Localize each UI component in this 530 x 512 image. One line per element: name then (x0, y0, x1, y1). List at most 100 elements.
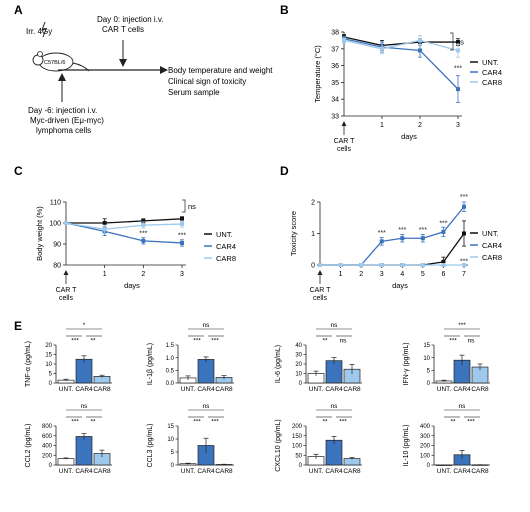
sig-label-right-e2: ns (340, 338, 348, 345)
sig-label-top-e5: ns (203, 403, 211, 410)
sig-label-top-e1: ns (203, 322, 211, 329)
y-tick-label-e4: 0 (49, 463, 53, 469)
car-t-cells-label-b: cells (337, 146, 352, 153)
x-tick-label-c: 3 (180, 271, 184, 278)
y-tick-label-e1: 1.0 (166, 356, 175, 362)
y-tick-label-e3: 15 (423, 343, 430, 349)
data-point-c (102, 227, 107, 232)
data-point-d (420, 236, 425, 241)
data-point-c (180, 216, 184, 221)
sig-label-right-e1: *** (211, 338, 219, 345)
x-axis-title-c: days (124, 281, 140, 290)
category-label-e3: CAR4 (453, 386, 471, 393)
y-axis-title-e2: IL-6 (pg/mL) (275, 345, 282, 383)
sig-label-right-e5: *** (211, 419, 219, 426)
category-label-e1: UNT. (181, 386, 196, 393)
y-tick-label-e7: 400 (420, 424, 431, 430)
bar-chart-e1: 0.0 0.5 1.0 1.5 IL-1β (pg/mL) UNT. CAR4 CAR8 ns *… (147, 322, 234, 393)
x-tick-label-d: 5 (421, 271, 425, 278)
category-label-e6: CAR4 (325, 468, 343, 475)
series-line-b-0 (343, 36, 458, 47)
legend-label-car4-c: CAR4 (216, 242, 236, 251)
y-tick-label-e5: 0 (171, 463, 175, 469)
car-t-arrowhead-b (341, 121, 347, 126)
y-tick-label-b: 33 (331, 114, 339, 121)
significance-label-b: *** (454, 66, 462, 73)
data-point-c (141, 238, 146, 243)
y-axis-title-c: Body weight (%) (35, 206, 44, 261)
y-axis-title-e5: CCL3 (pg/mL) (147, 424, 154, 468)
data-point-b (418, 48, 422, 53)
x-tick-label-d: 4 (400, 271, 404, 278)
car-t-cells-label-d: cells (313, 295, 328, 302)
y-tick-label-c: 80 (53, 263, 61, 270)
bar-e1-1 (197, 359, 215, 384)
data-point-d (462, 231, 466, 236)
category-label-e7: CAR8 (471, 468, 489, 475)
legend-label-unt-b: UNT. (482, 58, 499, 67)
legend-label-car8-c: CAR8 (216, 254, 236, 263)
legend-label-car8-d: CAR8 (482, 253, 502, 262)
category-label-e2: UNT. (309, 386, 324, 393)
car-t-label-b: CAR T (334, 138, 356, 145)
sig-label-top-e0: * (83, 322, 86, 329)
y-tick-label-d: 0 (311, 263, 315, 270)
y-tick-label-b: 34 (331, 97, 339, 104)
mouse-strain-label: C57BL/6 (44, 60, 65, 66)
bar-chart-e6: 0 50 100 150 200 CXCL10 (pg/mL) UNT. CAR4 CAR8 ns… (275, 403, 362, 475)
y-tick-label-e1: 0.0 (166, 381, 175, 387)
legend-panel-b: UNT. CAR4 CAR8 (470, 58, 502, 87)
significance-label-d: *** (378, 230, 386, 237)
data-point-b (418, 38, 422, 43)
sig-label-top-e7: ns (459, 403, 467, 410)
series-line-c-1 (65, 222, 183, 244)
x-tick-label-d: 7 (462, 271, 466, 278)
panel-letter-a: A (14, 3, 23, 17)
y-tick-label-e6: 0 (299, 463, 303, 469)
y-tick-label-e5: 10 (167, 437, 174, 443)
car-t-cells-label-c: cells (59, 295, 74, 302)
y-tick-label-e7: 100 (420, 453, 431, 459)
y-tick-label-e3: 10 (423, 356, 430, 362)
panel-letter-b: B (280, 3, 289, 17)
legend-label-unt-c: UNT. (216, 230, 233, 239)
readout-3: Serum sample (168, 88, 220, 97)
y-tick-label-e7: 0 (427, 463, 431, 469)
x-tick-label-c: 1 (103, 271, 107, 278)
bar-e2-1 (325, 360, 343, 384)
legend-label-car8-b: CAR8 (482, 78, 502, 87)
series-line-c-2 (65, 222, 183, 230)
y-tick-label-e6: 150 (292, 434, 303, 440)
data-point-c (180, 240, 184, 245)
y-tick-label-e1: 0.5 (166, 369, 175, 375)
significance-label-d: *** (460, 194, 468, 201)
sig-label-left-e5: *** (193, 419, 201, 426)
x-tick-label-d: 1 (339, 271, 343, 278)
data-point-d (420, 263, 425, 267)
sig-label-left-e3: *** (449, 338, 457, 345)
y-tick-label-b: 36 (331, 63, 339, 70)
y-tick-label-e3: 0 (427, 381, 431, 387)
sig-label-right-e4: ** (90, 419, 96, 426)
panel-letter-e: E (14, 319, 22, 333)
data-point-b (342, 38, 346, 43)
data-point-d (379, 263, 384, 267)
series-line-b-1 (343, 38, 459, 90)
bar-chart-e4: 0 200 400 600 800 CCL2 (pg/mL) UNT. CAR4 CAR8 ns *… (25, 403, 112, 475)
car-t-arrowhead-c (63, 270, 69, 275)
y-axis-title-e1: IL-1β (pg/mL) (147, 343, 154, 385)
sig-label-right-e6: *** (339, 419, 347, 426)
y-axis-title-e0: TNF-α (pg/mL) (25, 341, 32, 387)
y-tick-label-e4: 600 (42, 434, 53, 440)
panel-letter-d: D (280, 164, 289, 178)
category-label-e5: CAR8 (215, 468, 233, 475)
day0-arrowhead (119, 59, 127, 67)
y-axis-title-e3: IFN-γ (pg/mL) (403, 342, 410, 385)
y-tick-label-e6: 200 (292, 424, 303, 430)
category-label-e5: CAR4 (197, 468, 215, 475)
y-tick-label-e2: 30 (295, 353, 302, 359)
y-tick-label-d: 1 (311, 231, 315, 238)
y-axis-title-e7: IL-10 (pg/mL) (403, 424, 410, 466)
